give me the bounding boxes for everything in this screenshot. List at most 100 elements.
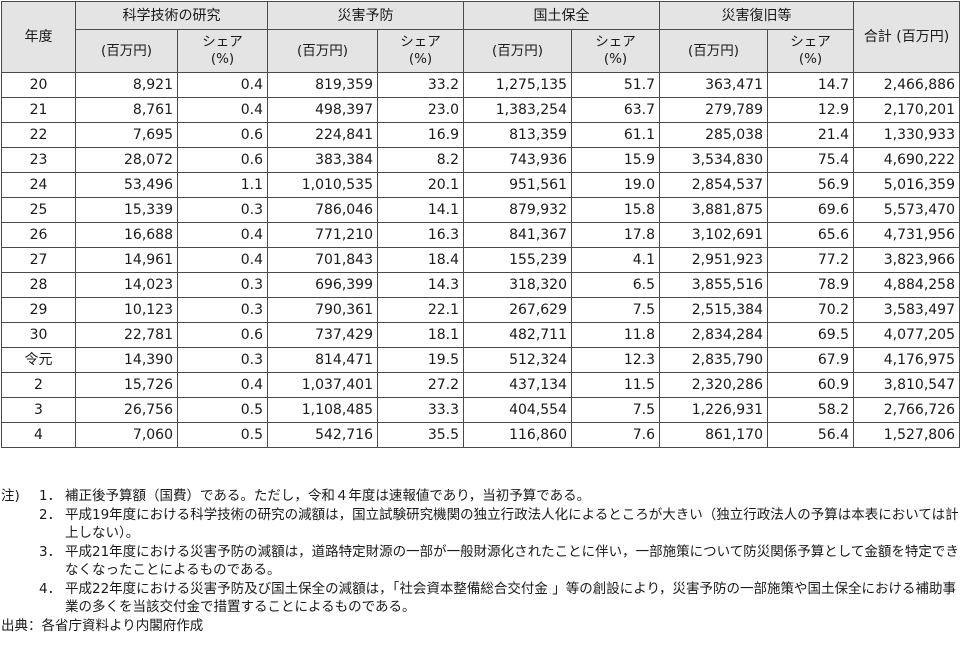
share-subheader-recovery: シェア (%): [767, 29, 854, 73]
share-subheader-line2: (%): [798, 51, 823, 67]
prevention-share-cell: 22.1: [377, 297, 464, 323]
recovery-share-cell: 65.6: [767, 222, 854, 248]
recovery-amount-cell: 3,881,875: [659, 197, 768, 223]
total-cell: 4,176,975: [853, 347, 960, 373]
share-subheader-science: シェア (%): [177, 29, 268, 73]
year-cell: 2: [1, 372, 76, 398]
conservation-share-cell: 61.1: [571, 122, 660, 148]
science-amount-cell: 53,496: [75, 172, 178, 198]
conservation-share-cell: 15.8: [571, 197, 660, 223]
prevention-amount-cell: 701,843: [267, 247, 378, 273]
conservation-amount-cell: 512,324: [463, 347, 572, 373]
share-subheader-conservation: シェア (%): [571, 29, 660, 73]
conservation-amount-cell: 155,239: [463, 247, 572, 273]
conservation-share-cell: 11.5: [571, 372, 660, 398]
conservation-amount-cell: 267,629: [463, 297, 572, 323]
year-cell: 3: [1, 397, 76, 423]
table-row: 21 8,761 0.4 498,397 23.0 1,383,254 63.7 279,78…: [1, 97, 960, 123]
table-row: 4 7,060 0.5 542,716 35.5 116,860 7.6 861,170 56.…: [1, 422, 960, 448]
year-cell: 21: [1, 97, 76, 123]
note-indent: [1, 580, 39, 617]
conservation-share-cell: 11.8: [571, 322, 660, 348]
note-prefix: 注): [1, 488, 20, 504]
note-item: 4． 平成22年度における災害予防及び国土保全の減額は，「社会資本整備総合交付金 …: [1, 580, 959, 617]
recovery-amount-cell: 3,534,830: [659, 147, 768, 173]
prevention-share-cell: 20.1: [377, 172, 464, 198]
table-row: 30 22,781 0.6 737,429 18.1 482,711 11.8 2,834,2…: [1, 322, 960, 348]
recovery-amount-cell: 363,471: [659, 72, 768, 98]
total-cell: 1,527,806: [853, 422, 960, 448]
science-share-cell: 0.3: [177, 197, 268, 223]
science-amount-cell: 14,023: [75, 272, 178, 298]
recovery-share-cell: 60.9: [767, 372, 854, 398]
conservation-amount-cell: 404,554: [463, 397, 572, 423]
prevention-amount-cell: 224,841: [267, 122, 378, 148]
total-cell: 4,077,205: [853, 322, 960, 348]
recovery-share-cell: 14.7: [767, 72, 854, 98]
science-share-cell: 0.3: [177, 272, 268, 298]
year-cell: 4: [1, 422, 76, 448]
science-amount-cell: 7,695: [75, 122, 178, 148]
science-share-cell: 0.4: [177, 372, 268, 398]
recovery-amount-cell: 1,226,931: [659, 397, 768, 423]
science-amount-cell: 14,390: [75, 347, 178, 373]
note-number: 1．: [39, 488, 62, 504]
prevention-amount-cell: 542,716: [267, 422, 378, 448]
table-row: 23 28,072 0.6 383,384 8.2 743,936 15.9 3,534,83…: [1, 147, 960, 173]
source-text: 出典：各省庁資料より内閣府作成: [1, 617, 204, 634]
total-cell: 2,466,886: [853, 72, 960, 98]
share-subheader-line2: (%): [408, 51, 433, 67]
recovery-amount-cell: 285,038: [659, 122, 768, 148]
group-header-science: 科学技術の研究: [75, 1, 268, 30]
note-number: 4．: [39, 580, 62, 597]
conservation-amount-cell: 116,860: [463, 422, 572, 448]
prevention-amount-cell: 1,108,485: [267, 397, 378, 423]
science-share-cell: 0.5: [177, 397, 268, 423]
recovery-share-cell: 77.2: [767, 247, 854, 273]
year-header: 年度: [1, 1, 76, 73]
table-row: 25 15,339 0.3 786,046 14.1 879,932 15.8 3,881,8…: [1, 197, 960, 223]
science-amount-cell: 22,781: [75, 322, 178, 348]
prevention-share-cell: 19.5: [377, 347, 464, 373]
conservation-share-cell: 51.7: [571, 72, 660, 98]
conservation-amount-cell: 318,320: [463, 272, 572, 298]
conservation-share-cell: 63.7: [571, 97, 660, 123]
note-text: 平成22年度における災害予防及び国土保全の減額は，「社会資本整備総合交付金 」等…: [65, 580, 957, 616]
science-amount-cell: 26,756: [75, 397, 178, 423]
prevention-amount-cell: 696,399: [267, 272, 378, 298]
note-text: 平成21年度における災害予防の減額は，道路特定財源の一部が一般財源化されたことに…: [65, 543, 959, 579]
note-number: 2．: [39, 506, 62, 523]
total-cell: 1,330,933: [853, 122, 960, 148]
conservation-share-cell: 7.5: [571, 297, 660, 323]
conservation-share-cell: 6.5: [571, 272, 660, 298]
prevention-amount-cell: 786,046: [267, 197, 378, 223]
science-share-cell: 0.3: [177, 297, 268, 323]
conservation-amount-cell: 1,275,135: [463, 72, 572, 98]
year-cell: 29: [1, 297, 76, 323]
recovery-share-cell: 70.2: [767, 297, 854, 323]
science-share-cell: 0.3: [177, 347, 268, 373]
notes: 注) 1． 補正後予算額（国費）である。ただし，令和４年度は速報値であり，当初予算で…: [1, 487, 959, 635]
year-cell: 22: [1, 122, 76, 148]
conservation-amount-cell: 813,359: [463, 122, 572, 148]
prevention-share-cell: 23.0: [377, 97, 464, 123]
recovery-amount-cell: 2,835,790: [659, 347, 768, 373]
group-header-recovery: 災害復旧等: [659, 1, 854, 30]
recovery-share-cell: 75.4: [767, 147, 854, 173]
science-share-cell: 0.4: [177, 222, 268, 248]
share-subheader-line1: シェア: [400, 34, 441, 51]
recovery-share-cell: 21.4: [767, 122, 854, 148]
share-subheader-line2: (%): [603, 51, 628, 67]
table-row: 27 14,961 0.4 701,843 18.4 155,239 4.1 2,951,92…: [1, 247, 960, 273]
prevention-amount-cell: 819,359: [267, 72, 378, 98]
table-header: 年度 科学技術の研究 災害予防 国土保全 災害復旧等 合計 (百万円) (百万円…: [1, 1, 960, 73]
table-row: 29 10,123 0.3 790,361 22.1 267,629 7.5 2,515,38…: [1, 297, 960, 323]
note-item: 注) 1． 補正後予算額（国費）である。ただし，令和４年度は速報値であり，当初予算で…: [1, 487, 959, 506]
total-cell: 3,823,966: [853, 247, 960, 273]
conservation-share-cell: 7.5: [571, 397, 660, 423]
science-amount-cell: 7,060: [75, 422, 178, 448]
amount-subheader-prevention: (百万円): [267, 29, 378, 73]
conservation-amount-cell: 482,711: [463, 322, 572, 348]
prevention-amount-cell: 814,471: [267, 347, 378, 373]
